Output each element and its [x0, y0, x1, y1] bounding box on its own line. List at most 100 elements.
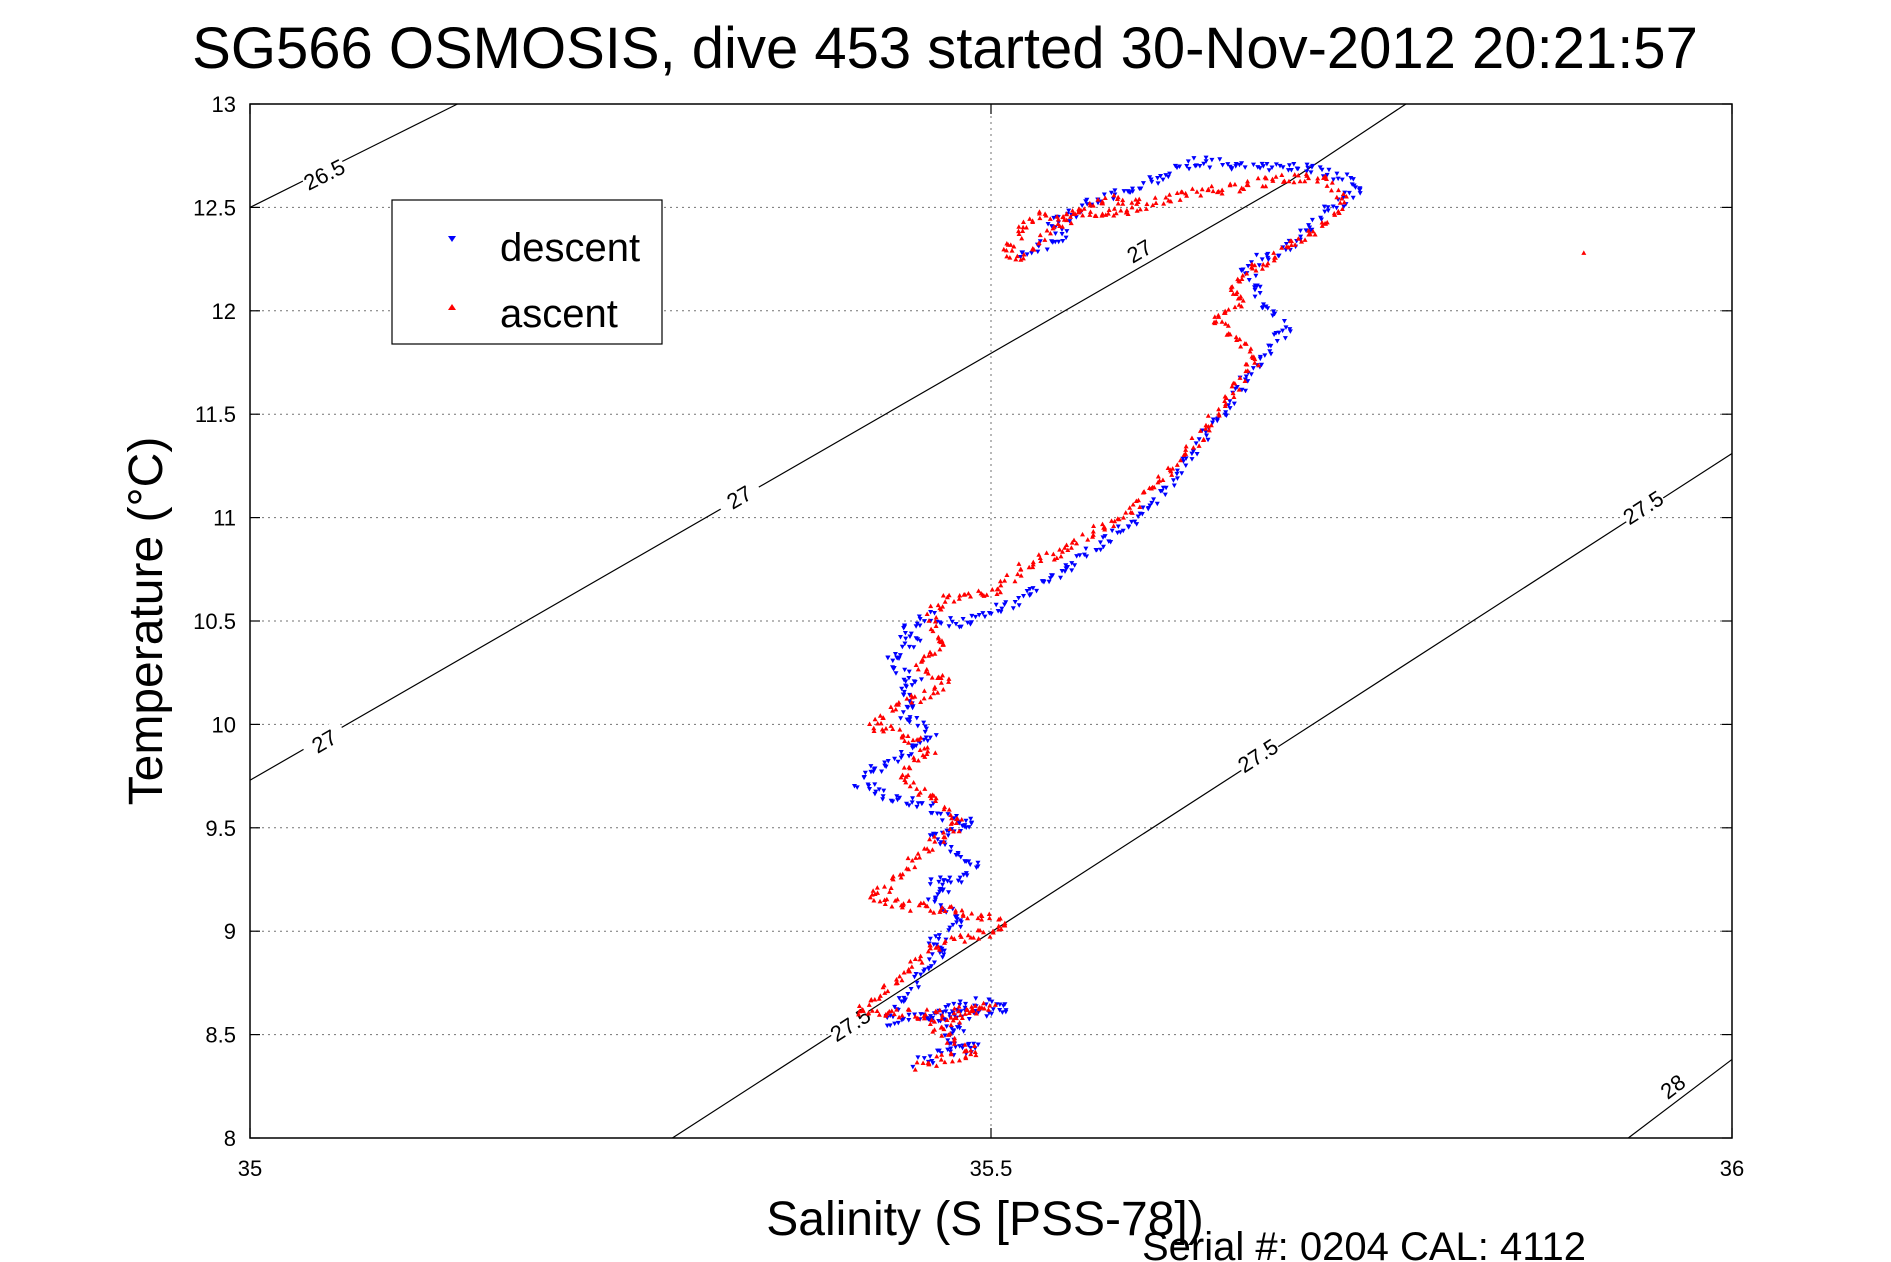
data-point-ascent: [959, 1015, 965, 1020]
data-point-descent: [913, 971, 919, 977]
data-point-ascent: [1013, 256, 1019, 262]
data-point-ascent: [1120, 201, 1126, 206]
data-point-descent: [1020, 593, 1026, 599]
y-tick-label: 8.5: [205, 1023, 236, 1048]
data-point-ascent: [882, 884, 888, 889]
data-point-ascent: [881, 982, 887, 988]
data-point-descent: [941, 1017, 947, 1022]
data-point-descent: [1154, 501, 1160, 507]
data-point-ascent: [1011, 243, 1017, 249]
data-point-descent: [1256, 263, 1262, 268]
data-point-ascent: [1055, 221, 1061, 227]
y-tick-label: 11.5: [195, 402, 236, 427]
data-point-descent: [939, 818, 945, 823]
data-point-descent: [1149, 500, 1155, 506]
data-point-ascent: [1194, 189, 1200, 194]
data-point-ascent: [905, 733, 911, 738]
data-point-descent: [902, 631, 908, 636]
data-point-ascent: [963, 1054, 969, 1059]
data-point-descent: [958, 1009, 964, 1014]
data-point-descent: [1155, 175, 1161, 181]
data-point-ascent: [1215, 312, 1221, 318]
data-point-ascent: [954, 815, 960, 821]
data-point-ascent: [1336, 210, 1342, 216]
data-point-descent: [1180, 456, 1186, 462]
data-point-ascent: [979, 913, 985, 918]
data-point-ascent: [1111, 213, 1117, 218]
data-point-ascent: [1219, 319, 1225, 324]
data-point-ascent: [979, 917, 985, 922]
data-point-ascent: [893, 702, 899, 707]
data-point-ascent: [904, 696, 910, 701]
data-point-descent: [975, 1042, 981, 1047]
data-point-descent: [922, 619, 928, 624]
legend-descent-label: descent: [500, 226, 640, 270]
data-point-ascent: [1312, 231, 1318, 237]
data-point-ascent: [911, 757, 917, 763]
data-point-ascent: [1059, 224, 1065, 229]
data-point-descent: [958, 880, 964, 885]
data-point-ascent: [964, 1048, 970, 1053]
data-point-descent: [1126, 525, 1132, 530]
data-point-ascent: [1020, 255, 1026, 261]
data-point-descent: [1257, 291, 1263, 296]
data-point-ascent: [1205, 186, 1211, 192]
data-point-descent: [894, 655, 900, 660]
data-point-descent: [928, 964, 934, 969]
data-point-ascent: [1174, 462, 1180, 467]
data-point-descent: [1207, 165, 1213, 171]
data-point-ascent: [1111, 523, 1117, 529]
data-point-descent: [927, 735, 933, 741]
data-point-ascent: [976, 936, 982, 941]
data-point-ascent: [1279, 245, 1285, 250]
data-point-ascent: [936, 947, 942, 952]
data-point-ascent: [1214, 189, 1220, 195]
data-point-descent: [1242, 165, 1248, 170]
data-point-ascent: [970, 935, 976, 940]
data-point-ascent: [968, 1047, 974, 1053]
data-point-descent: [957, 1002, 963, 1008]
data-point-ascent: [1137, 206, 1143, 212]
data-point-descent: [946, 624, 952, 629]
data-point-ascent: [1237, 336, 1243, 342]
data-point-descent: [1101, 192, 1107, 197]
data-point-descent: [902, 667, 908, 673]
data-point-descent: [1037, 239, 1043, 244]
data-point-ascent: [947, 826, 953, 831]
data-point-ascent: [892, 898, 898, 903]
data-point-ascent: [985, 1007, 991, 1012]
data-point-descent: [945, 812, 951, 817]
data-point-descent: [898, 635, 904, 640]
data-point-ascent: [928, 626, 934, 632]
data-point-ascent: [1050, 551, 1056, 557]
data-point-descent: [1049, 239, 1055, 244]
data-point-descent: [935, 892, 941, 897]
data-point-ascent: [968, 1051, 974, 1057]
data-point-ascent: [1223, 321, 1229, 326]
data-point-descent: [933, 934, 939, 939]
data-point-ascent: [948, 1050, 954, 1056]
data-point-ascent: [883, 1013, 889, 1018]
data-point-descent: [910, 746, 916, 751]
data-point-ascent: [973, 1052, 979, 1058]
data-point-ascent: [957, 1020, 963, 1025]
data-point-descent: [879, 769, 885, 774]
data-point-descent: [1215, 416, 1221, 421]
data-point-ascent: [948, 1015, 954, 1020]
data-point-descent: [901, 677, 907, 683]
data-point-descent: [910, 1064, 916, 1070]
data-point-descent: [1234, 385, 1240, 390]
data-point-descent: [904, 717, 910, 723]
data-point-ascent: [925, 748, 931, 754]
data-point-ascent: [889, 903, 895, 909]
data-point-descent: [1125, 189, 1131, 194]
data-point-ascent: [890, 726, 896, 731]
data-point-ascent: [965, 932, 971, 938]
data-point-descent: [867, 786, 873, 792]
data-point-descent: [1265, 306, 1271, 311]
data-point-descent: [1059, 227, 1065, 233]
data-point-ascent: [926, 618, 932, 623]
data-point-descent: [893, 671, 899, 676]
data-point-descent: [1049, 224, 1055, 229]
data-point-ascent: [1037, 232, 1043, 238]
